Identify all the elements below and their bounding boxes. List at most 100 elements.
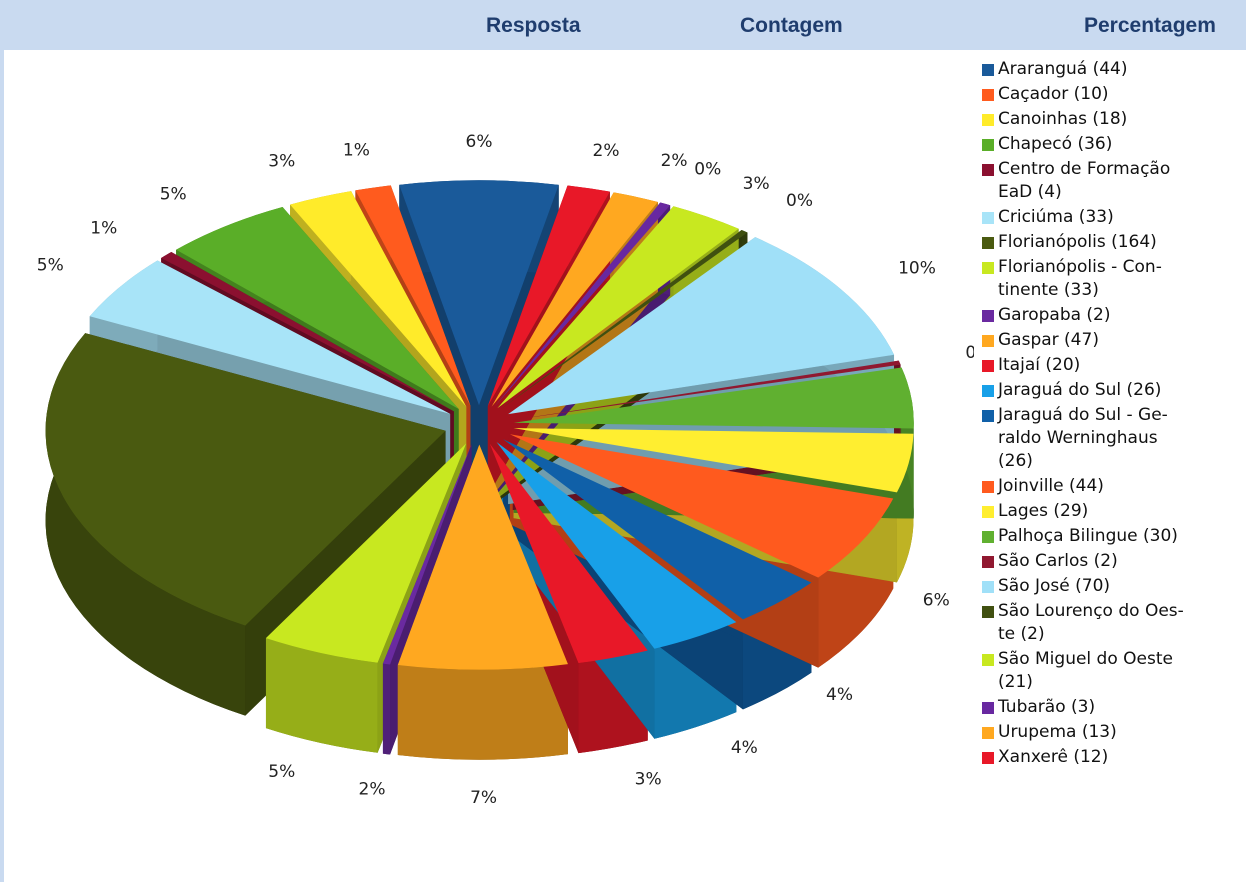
legend-item: Gaspar (47) (982, 329, 1246, 352)
data-label: 3% (635, 770, 662, 790)
data-label: 5% (160, 185, 187, 205)
legend-label: Chapecó (36) (998, 134, 1113, 154)
legend-label: Centro de Formação EaD (4) (998, 159, 1171, 202)
legend-item: Florianópolis (164) (982, 231, 1246, 254)
slice-side (45, 333, 246, 716)
legend-label: Florianópolis - Con- tinente (33) (998, 257, 1162, 300)
legend-swatch (982, 727, 994, 739)
legend-label: São Lourenço do Oes- te (2) (998, 601, 1184, 644)
legend-item: Araranguá (44) (982, 58, 1246, 81)
legend-label: Florianópolis (164) (998, 232, 1157, 252)
slice (500, 229, 748, 410)
slice (496, 442, 737, 649)
slice (497, 206, 739, 409)
legend-swatch (982, 506, 994, 518)
slice (513, 428, 914, 493)
legend-swatch (982, 481, 994, 493)
legend-swatch (982, 114, 994, 126)
legend-swatch (982, 64, 994, 76)
legend-swatch (982, 360, 994, 372)
legend-item: Garopaba (2) (982, 304, 1246, 327)
legend-label: Araranguá (44) (998, 59, 1128, 79)
legend-label: Caçador (10) (998, 84, 1109, 104)
legend-swatch (982, 702, 994, 714)
data-label: 4% (731, 738, 758, 758)
slice (399, 180, 559, 406)
legend-item: Canoinhas (18) (982, 108, 1246, 131)
legend-label: São José (70) (998, 576, 1111, 596)
data-label: 2% (661, 151, 688, 171)
legend-item: Xanxerê (12) (982, 746, 1246, 769)
header-cell: Resposta (486, 14, 581, 37)
legend-label: Xanxerê (12) (998, 747, 1109, 767)
slice (491, 192, 658, 407)
data-label: 7% (470, 788, 497, 808)
legend-item: São Miguel do Oeste (21) (982, 648, 1246, 694)
legend-swatch (982, 410, 994, 422)
data-label: 0% (786, 191, 813, 211)
legend-swatch (982, 752, 994, 764)
legend-label: Garopaba (2) (998, 305, 1111, 325)
legend: Araranguá (44) Caçador (10) Canoinhas (18)… (982, 58, 1246, 771)
legend-swatch (982, 164, 994, 176)
legend-item: São Lourenço do Oes- te (2) (982, 600, 1246, 646)
legend-item: Florianópolis - Con- tinente (33) (982, 256, 1246, 302)
legend-label: Urupema (13) (998, 722, 1117, 742)
data-label: 0% (694, 159, 721, 179)
slice (397, 444, 568, 670)
legend-swatch (982, 139, 994, 151)
data-label: 5% (37, 255, 64, 275)
legend-item: Caçador (10) (982, 83, 1246, 106)
data-label: 6% (923, 591, 950, 611)
legend-label: Joinville (44) (998, 476, 1104, 496)
legend-label: São Miguel do Oeste (21) (998, 649, 1173, 692)
legend-swatch (982, 310, 994, 322)
legend-swatch (982, 581, 994, 593)
data-label: 0% (965, 343, 974, 363)
slice-side (265, 638, 378, 753)
header-cell: Contagem (740, 14, 843, 37)
slice-side (382, 663, 391, 755)
legend-label: Canoinhas (18) (998, 109, 1128, 129)
legend-swatch (982, 212, 994, 224)
legend-label: Tubarão (3) (998, 697, 1096, 717)
slice (45, 333, 446, 626)
slice (493, 202, 671, 408)
legend-item: Itajaí (20) (982, 354, 1246, 377)
chart: 6%1%3%5%1%5%23%5%2%7%3%4%4%6%4%4%0%10%0%… (37, 132, 974, 808)
slice (487, 185, 610, 406)
legend-item: São Carlos (2) (982, 550, 1246, 573)
legend-label: Palhoça Bilingue (30) (998, 526, 1178, 546)
legend-item: São José (70) (982, 575, 1246, 598)
data-label: 3% (743, 174, 770, 194)
slice (508, 237, 895, 415)
slice-side (397, 664, 568, 760)
slice (265, 443, 467, 663)
legend-item: Chapecó (36) (982, 133, 1246, 156)
legend-item: Jaraguá do Sul - Ge- raldo Werninghaus (… (982, 404, 1246, 473)
legend-item: Palhoça Bilingue (30) (982, 525, 1246, 548)
slice (382, 444, 472, 665)
legend-swatch (982, 237, 994, 249)
slice (509, 434, 894, 578)
legend-item: Jaraguá do Sul (26) (982, 379, 1246, 402)
legend-item: Tubarão (3) (982, 696, 1246, 719)
legend-label: Jaraguá do Sul (26) (998, 380, 1162, 400)
legend-item: Joinville (44) (982, 475, 1246, 498)
slice (290, 191, 467, 407)
legend-swatch (982, 335, 994, 347)
data-label: 5% (268, 762, 295, 782)
slice (176, 206, 459, 409)
data-label: 2% (359, 779, 386, 799)
slice (89, 260, 451, 414)
table-header: Resposta Contagem Percentagem (4, 0, 1246, 50)
slice (512, 360, 901, 420)
slice (161, 252, 454, 412)
legend-label: Jaraguá do Sul - Ge- raldo Werninghaus (… (998, 405, 1168, 471)
legend-swatch (982, 262, 994, 274)
slice (513, 367, 914, 429)
legend-label: Criciúma (33) (998, 207, 1114, 227)
data-label: 3% (268, 152, 295, 172)
data-label: 4% (826, 685, 853, 705)
